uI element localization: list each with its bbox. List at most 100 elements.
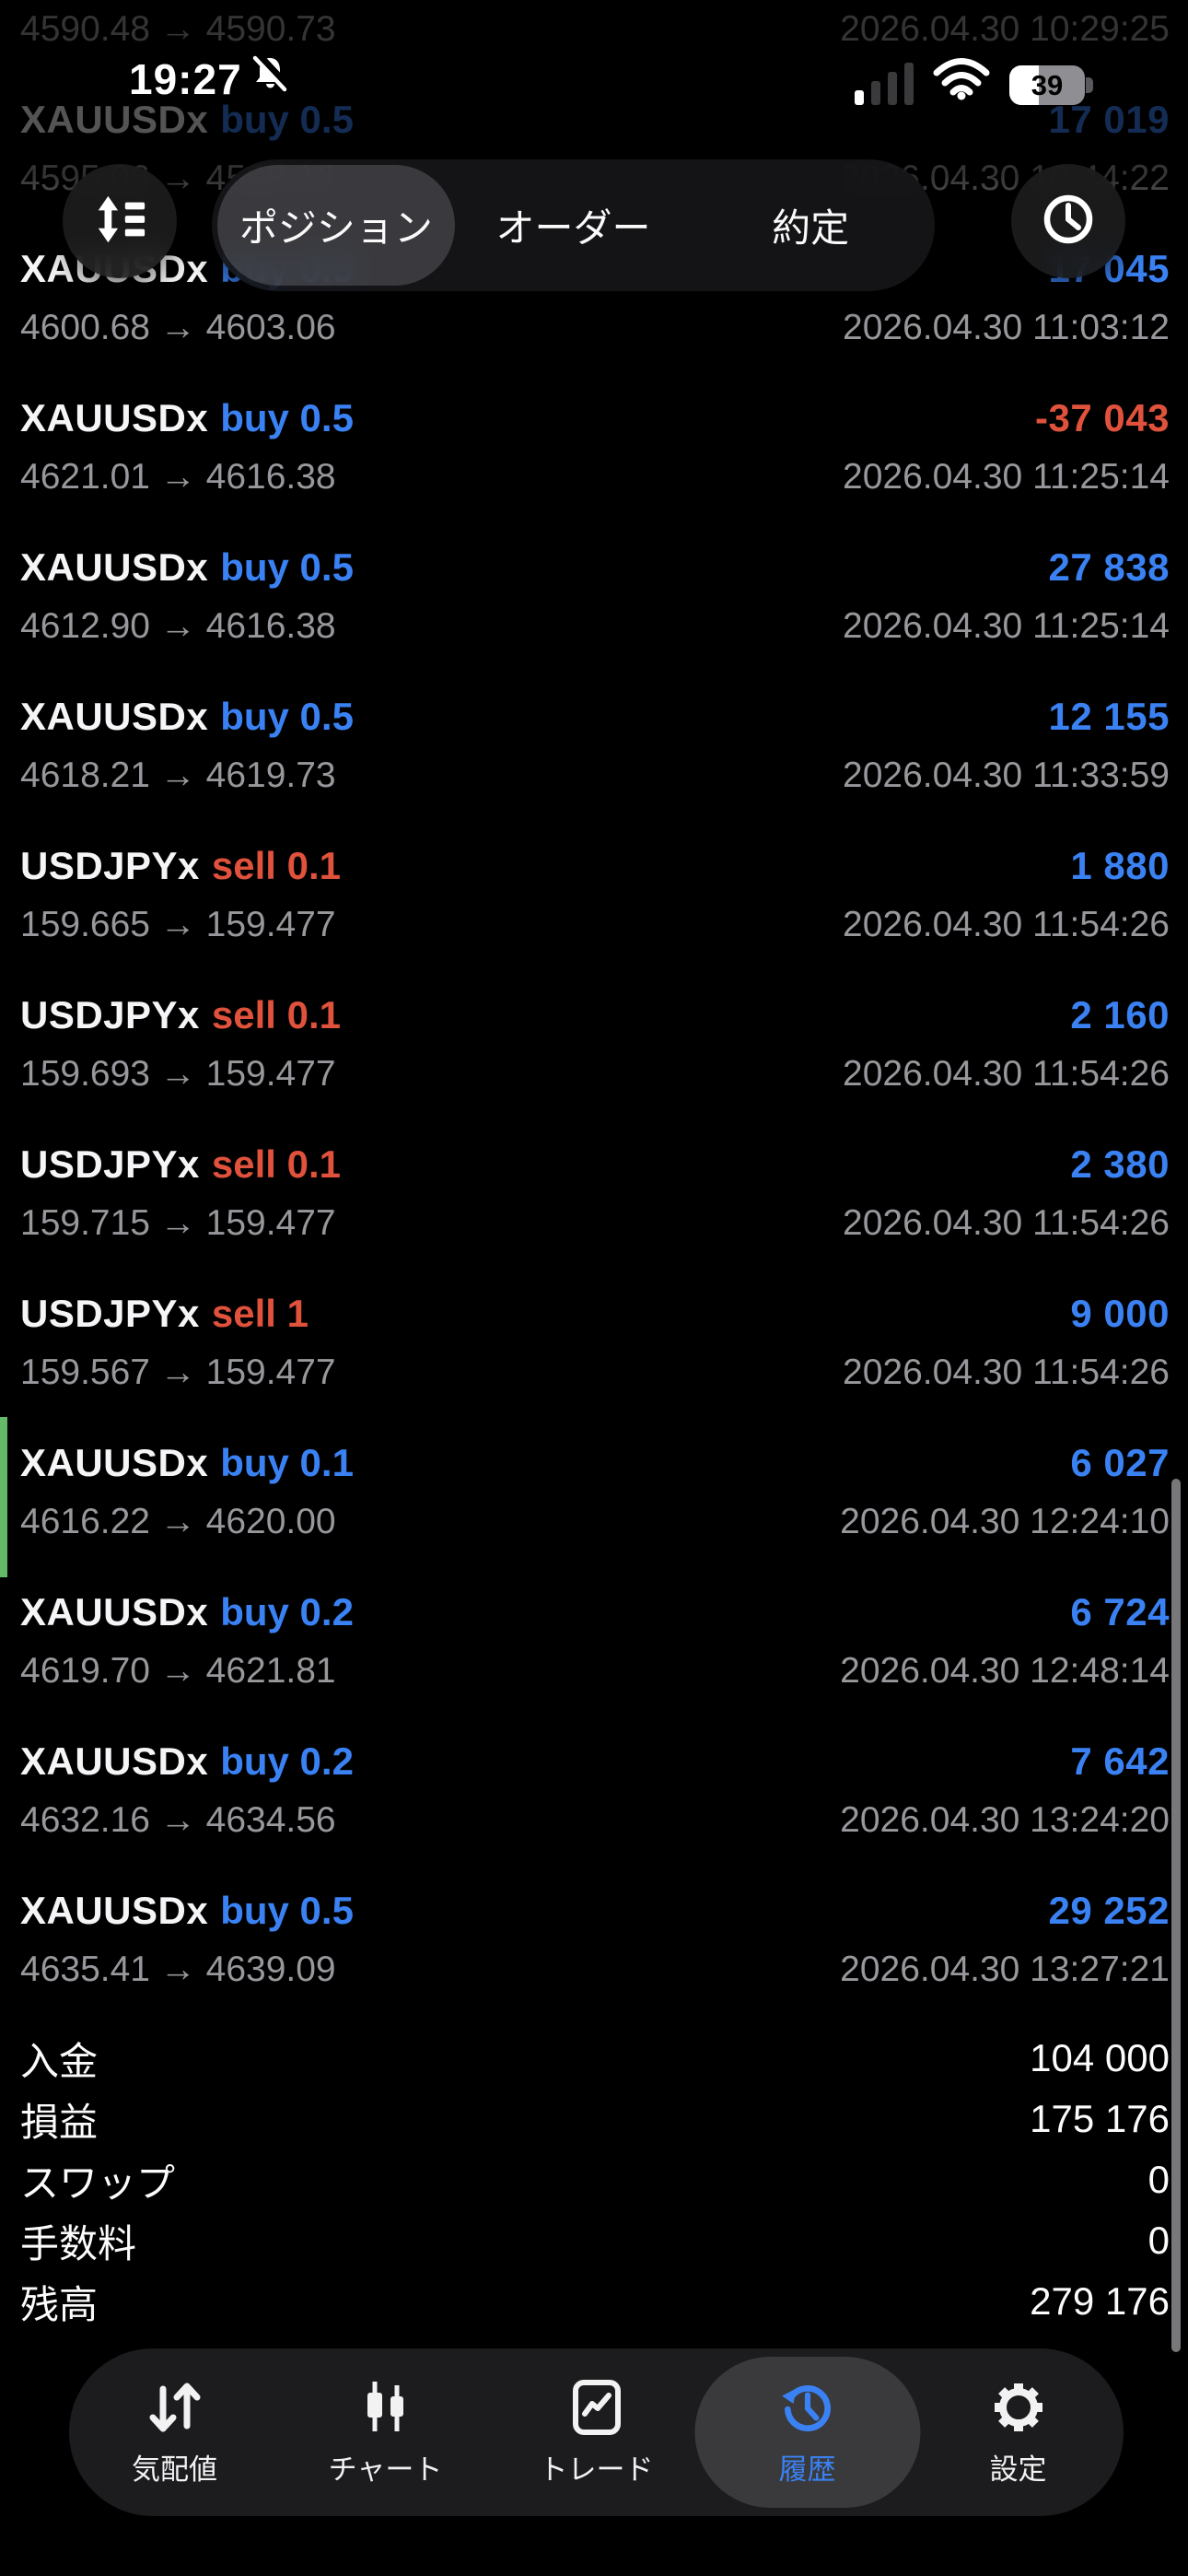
account-summary: 入金 104 000 損益 175 176 スワップ 0 手数料 0 残高 27… bbox=[0, 2028, 1188, 2332]
deal-datetime: 2026.04.30 11:54:26 bbox=[843, 1352, 1170, 1392]
row-title: XAUUSDx buy 0.2 bbox=[20, 1590, 354, 1634]
side-volume-label: buy 0.2 bbox=[220, 1590, 354, 1633]
position-marker bbox=[0, 1417, 7, 1577]
summary-label: 手数料 bbox=[20, 2221, 137, 2266]
row-title: USDJPYx sell 1 bbox=[20, 1292, 309, 1336]
quotes-icon bbox=[145, 2377, 205, 2438]
summary-value: 0 bbox=[1147, 2219, 1170, 2262]
side-volume-label: buy 0.1 bbox=[220, 1441, 354, 1484]
open-close-prices: 4618.21 → 4619.73 bbox=[20, 755, 336, 795]
profit-value: 29 252 bbox=[1048, 1889, 1170, 1932]
row-title: XAUUSDx buy 0.5 bbox=[20, 396, 354, 440]
tab-positions[interactable]: ポジション bbox=[217, 165, 455, 286]
tab-bar-label: 気配値 bbox=[132, 2453, 217, 2486]
summary-row: 残高 279 176 bbox=[0, 2271, 1188, 2332]
history-list: 4590.48 → 4590.73 2026.04.30 10:29:25 XA… bbox=[0, 9, 1188, 2032]
row-title: USDJPYx sell 0.1 bbox=[20, 993, 341, 1037]
summary-label: 損益 bbox=[20, 2100, 99, 2144]
tab-deals[interactable]: 約定 bbox=[692, 165, 929, 286]
side-volume-label: sell 1 bbox=[211, 1292, 309, 1335]
history-row[interactable]: XAUUSDx buy 0.1 6 027 4616.22 → 4620.00 2… bbox=[0, 1417, 1188, 1585]
side-volume-label: sell 0.1 bbox=[211, 993, 342, 1036]
profit-value: 6 027 bbox=[1070, 1441, 1170, 1484]
open-close-prices: 4619.70 → 4621.81 bbox=[20, 1651, 336, 1691]
history-row[interactable]: XAUUSDx buy 0.5 29 252 4635.41 → 4639.09 … bbox=[0, 1883, 1188, 2032]
summary-row: 手数料 0 bbox=[0, 2210, 1188, 2271]
open-close-prices: 159.665 → 159.477 bbox=[20, 905, 336, 944]
deal-datetime: 2026.04.30 11:54:26 bbox=[843, 1203, 1170, 1243]
side-volume-label: buy 0.5 bbox=[220, 396, 354, 439]
open-close-prices: 4616.22 → 4620.00 bbox=[20, 1502, 336, 1541]
profit-value: 12 155 bbox=[1048, 695, 1170, 738]
open-close-prices: 4612.90 → 4616.38 bbox=[20, 606, 336, 646]
profit-value: 1 880 bbox=[1070, 844, 1170, 887]
history-row[interactable]: USDJPYx sell 0.1 2 160 159.693 → 159.477 … bbox=[0, 988, 1188, 1137]
status-bar: 19:27 39 bbox=[0, 0, 1188, 120]
symbol-label: XAUUSDx bbox=[20, 545, 209, 589]
history-icon bbox=[777, 2377, 838, 2438]
trade-icon bbox=[566, 2377, 627, 2438]
sort-button[interactable] bbox=[63, 164, 177, 278]
summary-value: 175 176 bbox=[1030, 2097, 1170, 2140]
profit-value: 6 724 bbox=[1070, 1590, 1170, 1633]
status-time: 19:27 bbox=[129, 53, 291, 104]
tab-label: オーダー bbox=[495, 206, 651, 250]
symbol-label: XAUUSDx bbox=[20, 396, 209, 439]
cell-signal-icon bbox=[855, 63, 914, 106]
tab-bar-item-quotes[interactable]: 気配値 bbox=[69, 2348, 280, 2516]
deal-datetime: 2026.04.30 12:24:10 bbox=[840, 1502, 1170, 1541]
tab-bar-item-settings[interactable]: 設定 bbox=[913, 2348, 1124, 2516]
deal-datetime: 2026.04.30 11:54:26 bbox=[843, 1054, 1170, 1094]
symbol-label: XAUUSDx bbox=[20, 1889, 209, 1932]
history-row[interactable]: USDJPYx sell 0.1 2 380 159.715 → 159.477 … bbox=[0, 1137, 1188, 1286]
row-title: XAUUSDx buy 0.5 bbox=[20, 695, 354, 739]
settings-icon bbox=[988, 2377, 1049, 2438]
tab-bar-label: トレード bbox=[539, 2453, 654, 2486]
open-close-prices: 159.693 → 159.477 bbox=[20, 1054, 336, 1094]
row-title: XAUUSDx buy 0.1 bbox=[20, 1441, 354, 1485]
tab-label: ポジション bbox=[239, 206, 433, 250]
clock-text: 19:27 bbox=[129, 54, 242, 103]
tab-bar-item-charts[interactable]: チャート bbox=[280, 2348, 491, 2516]
side-volume-label: buy 0.5 bbox=[220, 545, 354, 589]
history-row[interactable]: USDJPYx sell 1 9 000 159.567 → 159.477 20… bbox=[0, 1286, 1188, 1435]
summary-label: 入金 bbox=[20, 2039, 99, 2083]
history-row[interactable]: USDJPYx sell 0.1 1 880 159.665 → 159.477 … bbox=[0, 838, 1188, 988]
active-tab-highlight bbox=[694, 2357, 920, 2508]
status-icons: 39 bbox=[855, 55, 1093, 106]
battery-nub bbox=[1086, 77, 1093, 93]
history-row[interactable]: XAUUSDx buy 0.2 6 724 4619.70 → 4621.81 2… bbox=[0, 1585, 1188, 1734]
deal-datetime: 2026.04.30 12:48:14 bbox=[840, 1651, 1170, 1691]
side-volume-label: sell 0.1 bbox=[211, 844, 342, 887]
tab-bar-item-trade[interactable]: トレード bbox=[491, 2348, 702, 2516]
side-volume-label: sell 0.1 bbox=[211, 1142, 342, 1186]
deal-datetime: 2026.04.30 11:54:26 bbox=[843, 905, 1170, 944]
profit-value: 7 642 bbox=[1070, 1739, 1170, 1783]
deal-datetime: 2026.04.30 11:25:14 bbox=[843, 457, 1170, 497]
row-title: XAUUSDx buy 0.2 bbox=[20, 1739, 354, 1784]
open-close-prices: 159.715 → 159.477 bbox=[20, 1203, 336, 1243]
bell-slash-icon bbox=[250, 53, 291, 104]
tab-bar-item-history[interactable]: 履歴 bbox=[694, 2348, 920, 2516]
history-row[interactable]: XAUUSDx buy 0.2 7 642 4632.16 → 4634.56 2… bbox=[0, 1734, 1188, 1883]
deal-datetime: 2026.04.30 11:03:12 bbox=[843, 308, 1170, 347]
summary-value: 279 176 bbox=[1030, 2279, 1170, 2323]
wifi-icon bbox=[931, 55, 992, 106]
symbol-label: XAUUSDx bbox=[20, 695, 209, 738]
symbol-label: XAUUSDx bbox=[20, 1739, 209, 1783]
tab-bar-label: チャート bbox=[328, 2453, 443, 2486]
deal-datetime: 2026.04.30 13:27:21 bbox=[840, 1950, 1170, 1989]
symbol-label: XAUUSDx bbox=[20, 1441, 209, 1484]
scroll-indicator[interactable] bbox=[1171, 1479, 1181, 2352]
history-segmented-control: ポジション オーダー 約定 bbox=[212, 159, 935, 291]
row-title: USDJPYx sell 0.1 bbox=[20, 844, 341, 888]
bottom-tab-bar: 気配値 チャート トレード 履歴 設定 bbox=[69, 2348, 1124, 2516]
history-row[interactable]: XAUUSDx buy 0.5 27 838 4612.90 → 4616.38 … bbox=[0, 540, 1188, 689]
tab-orders[interactable]: オーダー bbox=[455, 165, 693, 286]
time-range-button[interactable] bbox=[1011, 164, 1125, 278]
chart-icon bbox=[355, 2377, 416, 2438]
history-row[interactable]: XAUUSDx buy 0.5 12 155 4618.21 → 4619.73 … bbox=[0, 689, 1188, 838]
side-volume-label: buy 0.5 bbox=[220, 695, 354, 738]
history-row[interactable]: XAUUSDx buy 0.5 -37 043 4621.01 → 4616.38… bbox=[0, 391, 1188, 540]
